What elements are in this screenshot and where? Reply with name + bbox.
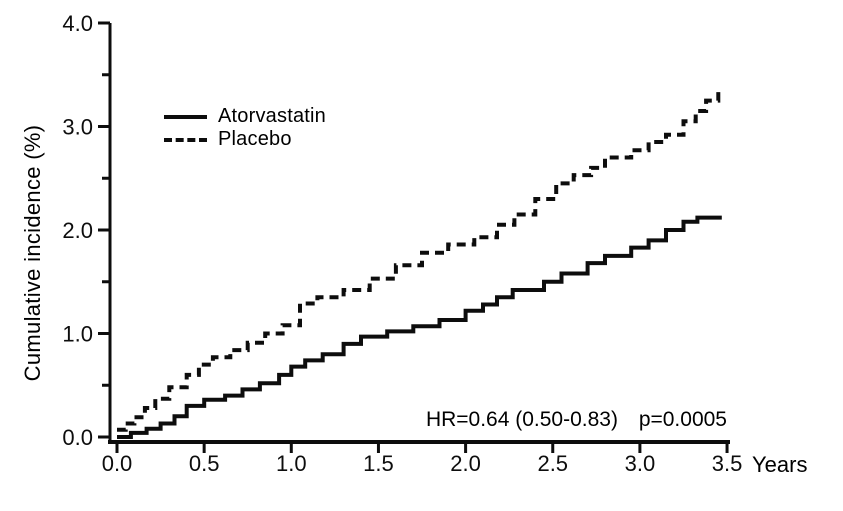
y-tick-label: 3.0: [62, 115, 93, 140]
solid-line-icon: [164, 114, 207, 119]
legend-label-atorvastatin: Atorvastatin: [218, 105, 327, 127]
y-axis-title: Cumulative incidence (%): [20, 124, 45, 382]
x-axis-unit-label: Years: [752, 452, 808, 477]
x-tick-label: 0.0: [102, 451, 133, 476]
x-tick-label: 2.5: [537, 451, 568, 476]
legend-item-placebo: Placebo: [164, 128, 326, 151]
series-atorvastatin-curve: [117, 215, 722, 439]
hazard-ratio-text: HR=0.64 (0.50-0.83): [425, 408, 618, 431]
y-tick-label: 0.0: [62, 425, 93, 450]
p-value-text: p=0.0005: [638, 408, 727, 431]
x-tick-label: 0.5: [189, 451, 220, 476]
stats-annotation: HR=0.64 (0.50-0.83) p=0.0005: [426, 408, 727, 432]
x-tick-label: 3.5: [712, 451, 743, 476]
legend: Atorvastatin Placebo: [164, 105, 326, 151]
x-tick-label: 1.5: [363, 451, 394, 476]
y-tick-label: 4.0: [62, 11, 93, 36]
x-tick-label: 3.0: [625, 451, 656, 476]
x-tick-label: 1.0: [276, 451, 307, 476]
legend-item-atorvastatin: Atorvastatin: [164, 105, 326, 128]
series-placebo-curve: [117, 90, 721, 432]
dashed-line-icon: [164, 137, 207, 142]
legend-label-placebo: Placebo: [218, 128, 292, 150]
y-tick-label: 2.0: [62, 218, 93, 243]
x-tick-label: 2.0: [450, 451, 481, 476]
y-tick-label: 1.0: [62, 322, 93, 347]
